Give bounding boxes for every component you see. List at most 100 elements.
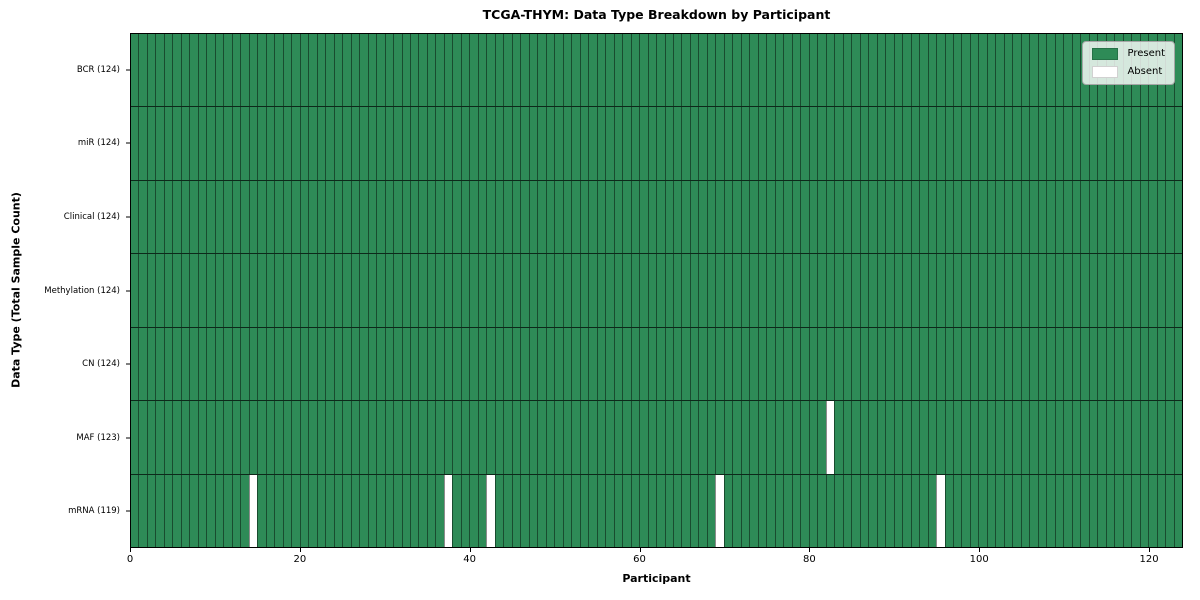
heatmap-cell-present [401,107,410,180]
heatmap-cell-present [876,180,886,254]
heatmap-cell-present [1114,254,1123,327]
heatmap-cell-present [367,34,377,107]
y-tick-label-mRNA: mRNA (119) [68,506,120,517]
heatmap-cell-present [876,327,886,401]
heatmap-cell-present [291,254,300,327]
heatmap-cell-present [1037,107,1047,180]
heatmap-cell-present [1097,401,1106,474]
heatmap-cell-present [596,254,606,327]
heatmap-cell-present [443,107,453,180]
heatmap-cell-present [783,34,792,107]
heatmap-cell-present [477,254,487,327]
heatmap-cell-present [131,34,139,107]
heatmap-cell-present [622,254,631,327]
heatmap-cell-present [639,180,648,254]
heatmap-cell-present [562,107,572,180]
heatmap-cell-present [308,401,317,474]
heatmap-cell-present [511,34,521,107]
heatmap-cell-present [910,401,920,474]
heatmap-cell-present [1046,180,1055,254]
heatmap-cell-present [927,107,937,180]
heatmap-cell-present [435,327,444,401]
heatmap-cell-present [308,474,317,547]
heatmap-cell-present [656,327,665,401]
heatmap-cell-present [808,34,818,107]
heatmap-cell-present [808,327,818,401]
heatmap-cell-present [131,254,139,327]
heatmap-cell-present [1071,34,1081,107]
heatmap-cell-present [1148,401,1157,474]
heatmap-cell-present [282,474,292,547]
heatmap-cell-present [1071,107,1081,180]
heatmap-cell-present [409,254,419,327]
heatmap-cell-present [910,34,920,107]
heatmap-cell-present [1012,34,1021,107]
heatmap-cell-present [189,254,198,327]
heatmap-cell-present [613,474,623,547]
heatmap-cell-present [180,474,190,547]
heatmap-cell-present [605,107,614,180]
heatmap-cell-present [715,327,724,401]
heatmap-cell-present [622,474,631,547]
heatmap-cell-present [1131,254,1140,327]
heatmap-cell-present [299,474,309,547]
heatmap-cell-present [952,327,962,401]
heatmap-cell-present [1148,107,1157,180]
heatmap-cell-present [800,401,809,474]
heatmap-cell-present [1097,107,1106,180]
heatmap-cell-present [452,107,461,180]
heatmap-cell-present [656,107,665,180]
heatmap-cell-present [698,327,707,401]
heatmap-cell-present [562,327,572,401]
heatmap-cell-present [800,327,809,401]
heatmap-cell-present [605,180,614,254]
heatmap-cell-present [859,401,869,474]
heatmap-cell-present [494,327,504,401]
heatmap-cell-present [401,180,410,254]
heatmap-cell-present [418,180,427,254]
heatmap-cell-present [723,254,733,327]
heatmap-row-Methylation [131,254,1183,328]
heatmap-cell-present [715,107,724,180]
heatmap-cell-present [282,254,292,327]
heatmap-cell-present [842,401,852,474]
heatmap-cell-present [647,34,657,107]
heatmap-cell-present [851,107,860,180]
heatmap-cell-present [418,254,427,327]
heatmap-cell-present [537,474,546,547]
heatmap-cell-present [986,327,996,401]
heatmap-cell-present [189,401,198,474]
heatmap-cell-present [698,401,707,474]
heatmap-cell-present [308,327,317,401]
heatmap-cell-present [952,34,962,107]
heatmap-cell-present [791,254,801,327]
heatmap-cell-present [146,180,156,254]
heatmap-cell-present [579,107,589,180]
heatmap-cell-present [800,34,809,107]
heatmap-cell-absent [936,474,945,547]
heatmap-cell-present [995,107,1004,180]
heatmap-cell-present [961,180,970,254]
heatmap-cell-present [902,327,911,401]
heatmap-cell-present [978,34,987,107]
heatmap-cell-present [969,34,979,107]
heatmap-cell-present [825,474,835,547]
heatmap-cell-present [749,474,758,547]
heatmap-cell-present [138,107,147,180]
heatmap-cell-present [689,327,699,401]
heatmap-cell-present [902,254,911,327]
heatmap-cell-present [757,401,767,474]
heatmap-cell-present [172,107,181,180]
heatmap-cell-present [910,180,920,254]
heatmap-cell-present [834,180,843,254]
heatmap-cell-present [452,34,461,107]
heatmap-cell-present [1080,107,1089,180]
heatmap-cell-present [426,34,436,107]
heatmap-cell-present [1122,107,1132,180]
heatmap-cell-present [528,34,538,107]
heatmap-cell-present [1012,180,1021,254]
heatmap-cell-present [1063,180,1072,254]
heatmap-cell-absent [486,474,495,547]
heatmap-cell-present [1063,401,1072,474]
heatmap-cell-present [817,180,826,254]
